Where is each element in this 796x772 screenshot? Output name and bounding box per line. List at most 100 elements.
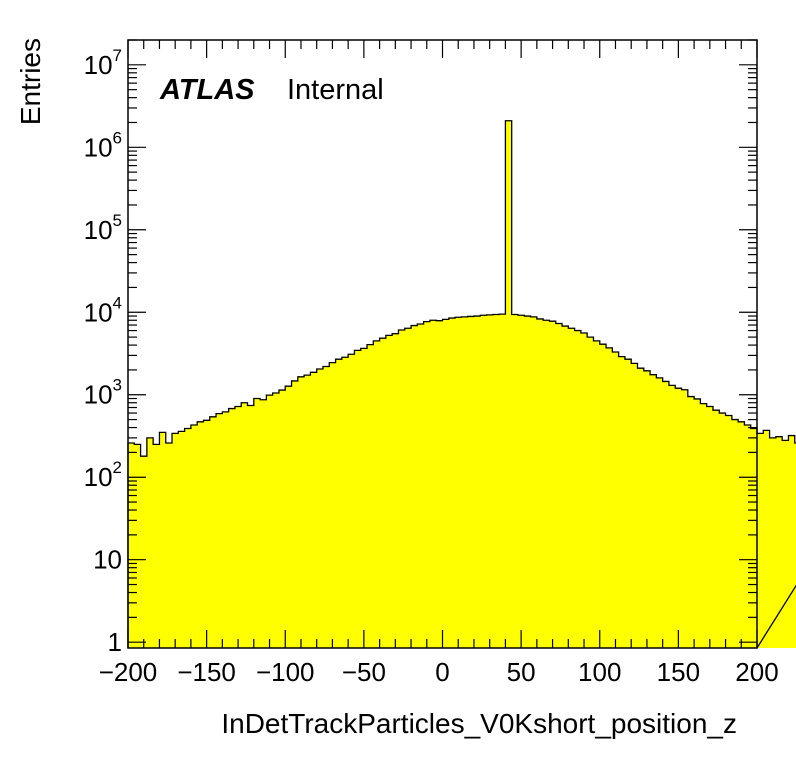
- histogram-bin: [687, 396, 695, 648]
- histogram-bin: [165, 442, 173, 648]
- histogram-bin: [316, 369, 324, 648]
- histogram-bin: [511, 314, 519, 648]
- histogram-bin: [543, 320, 550, 648]
- histogram-bin: [536, 318, 544, 648]
- histogram-bin: [555, 323, 563, 648]
- histogram-bin: [140, 456, 148, 648]
- histogram-bin: [662, 381, 670, 648]
- histogram-bin: [247, 405, 255, 648]
- histogram-bin: [178, 431, 186, 648]
- histogram-bin: [656, 377, 664, 648]
- histogram-bin: [480, 315, 487, 648]
- histogram-bin: [159, 432, 167, 648]
- histogram-bin: [228, 408, 236, 648]
- y-tick-label: 105: [84, 211, 122, 245]
- histogram-bin: [348, 354, 355, 648]
- histogram-bin: [341, 357, 349, 648]
- histogram-bin: [329, 362, 336, 648]
- histogram-bin: [335, 359, 343, 648]
- histogram-bin: [675, 388, 682, 648]
- histogram-bin: [574, 330, 582, 648]
- y-tick-label: 102: [84, 458, 122, 492]
- histogram-bin: [738, 421, 745, 648]
- y-tick-labels: 1 10 102 103 104 105 106 107: [84, 46, 122, 657]
- histogram-bin: [234, 406, 242, 648]
- x-axis-label: InDetTrackParticles_V0Kshort_position_z: [221, 708, 737, 739]
- histogram-bin: [379, 338, 387, 648]
- histogram-bin: [788, 435, 796, 648]
- histogram-bin: [744, 424, 752, 648]
- histogram-bin: [562, 326, 569, 648]
- histogram-bin: [757, 433, 764, 648]
- histogram-bin: [128, 442, 135, 648]
- histogram-bin: [769, 437, 777, 648]
- histogram-bin: [668, 385, 676, 648]
- histogram-bin: [606, 347, 613, 648]
- histogram-bin: [731, 419, 739, 648]
- histogram-bin: [354, 350, 362, 648]
- histogram-bin: [473, 316, 481, 648]
- histogram-bin: [322, 366, 330, 648]
- histogram-bin: [260, 399, 267, 648]
- histogram-bin: [763, 430, 770, 648]
- histogram-bin: [310, 372, 318, 648]
- histogram-bin: [599, 344, 607, 648]
- histogram-bin: [385, 335, 393, 648]
- histogram-bin: [461, 316, 469, 648]
- histogram-bin: [266, 395, 274, 648]
- histogram-bin: [643, 370, 651, 648]
- histogram-bin: [637, 368, 645, 648]
- histogram-bin: [593, 340, 601, 648]
- histogram-bin: [517, 315, 525, 648]
- histogram-bin: [712, 410, 720, 648]
- histogram-bin: [631, 363, 638, 648]
- histogram-bin: [360, 348, 368, 648]
- histogram-bin: [612, 351, 620, 648]
- histogram-bin: [618, 356, 626, 648]
- histogram-bin: [530, 316, 538, 648]
- histogram-bin: [291, 380, 299, 648]
- x-tick-label: 200: [735, 657, 778, 687]
- histogram-bin: [285, 386, 292, 648]
- histogram-bin: [253, 398, 261, 648]
- histogram-bin: [524, 316, 531, 648]
- histogram-bin: [222, 411, 230, 648]
- histogram-bin: [775, 436, 783, 648]
- histogram-bin: [216, 413, 223, 648]
- histogram-bin: [146, 437, 154, 648]
- histogram-bin: [549, 321, 557, 648]
- histogram-bin: [436, 320, 443, 648]
- histogram-bin: [725, 415, 733, 648]
- histogram-bin: [694, 398, 701, 648]
- histogram-bin: [423, 321, 431, 648]
- histogram-bin: [486, 314, 494, 648]
- y-tick-label: 107: [84, 46, 122, 80]
- histogram-bin: [587, 337, 594, 648]
- histogram-bin: [392, 333, 399, 648]
- y-tick-label: 1: [108, 627, 122, 657]
- histogram-bin: [650, 374, 657, 648]
- histogram-bin: [272, 392, 280, 648]
- histogram-bin: [568, 328, 575, 648]
- x-tick-label: 100: [578, 657, 621, 687]
- histogram-bin: [203, 420, 211, 648]
- histogram-bin: [153, 444, 160, 648]
- histogram-bin: [373, 340, 380, 648]
- histogram-bin: [184, 428, 192, 648]
- histogram-bin: [782, 440, 789, 648]
- histogram-bin: [505, 120, 513, 649]
- y-tick-label: 104: [84, 293, 122, 327]
- y-tick-label: 106: [84, 128, 122, 162]
- histogram-bin: [197, 421, 204, 648]
- histogram-bin: [442, 319, 450, 648]
- histogram-bin: [580, 333, 588, 648]
- internal-label: Internal: [287, 74, 384, 106]
- x-tick-labels: −200 −150 −100 −50 0 50 100 150 200: [99, 657, 779, 687]
- histogram-bin: [467, 316, 475, 648]
- histogram-bin: [492, 314, 500, 648]
- y-tick-label: 103: [84, 376, 122, 410]
- x-tick-label: −150: [177, 657, 236, 687]
- histogram-bin: [448, 318, 456, 648]
- y-axis-label: Entries: [15, 38, 46, 125]
